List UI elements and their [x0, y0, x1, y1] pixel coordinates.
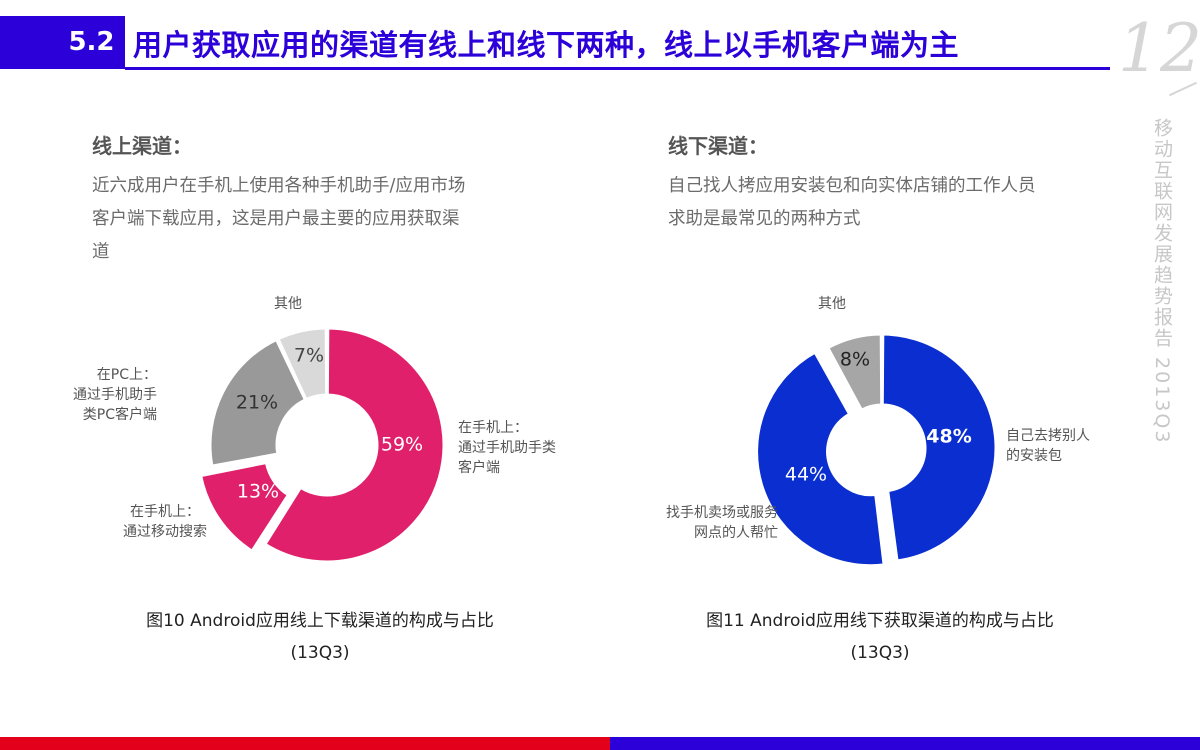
- slice-value-label: 44%: [785, 464, 827, 486]
- header-accent-bar: [0, 16, 125, 69]
- offline-description: 自己找人拷应用安装包和向实体店铺的工作人员 求助是最常见的两种方式: [668, 170, 1128, 236]
- page-title: 用户获取应用的渠道有线上和线下两种，线上以手机客户端为主: [133, 28, 960, 62]
- slice-value-label: 8%: [840, 349, 870, 371]
- donut-slice: [208, 337, 308, 468]
- online-chart-caption: 图10 Android应用线上下载渠道的构成与占比 (13Q3): [60, 605, 580, 669]
- donut-slice: [755, 350, 886, 568]
- slice-category-label: 在手机上：通过移动搜索: [123, 504, 207, 540]
- slice-value-label: 21%: [236, 392, 278, 414]
- page-number: 12: [1118, 10, 1200, 87]
- slice-category-label: 找手机卖场或服务网点的人帮忙: [666, 505, 778, 541]
- footer-red-bar: [0, 737, 610, 750]
- slice-category-label: 在PC上：通过手机助手类PC客户端: [73, 367, 157, 423]
- online-channel-donut-chart: 59% 在手机上：通过手机助手类客户端 13% 在手机上：通过移动搜索 21% 在PC上：…: [73, 296, 556, 564]
- caption-line: (13Q3): [290, 643, 350, 663]
- offline-chart-caption: 图11 Android应用线下获取渠道的构成与占比 (13Q3): [620, 605, 1140, 669]
- online-desc-line: 客户端下载应用，这是用户最主要的应用获取渠: [92, 209, 460, 229]
- slice-category-label: 其他: [274, 296, 302, 312]
- footer-blue-bar: [610, 737, 1200, 750]
- online-description: 近六成用户在手机上使用各种手机助手/应用市场 客户端下载应用，这是用户最主要的应…: [92, 170, 552, 269]
- caption-line: 图10 Android应用线上下载渠道的构成与占比: [146, 611, 494, 631]
- offline-channel-donut-chart: 48% 自己去拷别人的安装包 44% 找手机卖场或服务网点的人帮忙 8% 其他: [666, 296, 1090, 568]
- online-heading: 线上渠道：: [92, 134, 192, 158]
- offline-desc-line: 自己找人拷应用安装包和向实体店铺的工作人员: [668, 176, 1036, 196]
- slice-value-label: 48%: [926, 426, 971, 448]
- slice-value-label: 59%: [381, 434, 423, 456]
- caption-line: (13Q3): [850, 643, 910, 663]
- slice-value-label: 13%: [237, 481, 279, 503]
- slice-category-label: 其他: [818, 296, 846, 312]
- online-desc-line: 近六成用户在手机上使用各种手机助手/应用市场: [92, 176, 466, 196]
- slice-value-label: 7%: [294, 345, 324, 367]
- offline-desc-line: 求助是最常见的两种方式: [668, 209, 861, 229]
- donut-slice: [880, 332, 998, 563]
- donut-slice: [275, 326, 329, 402]
- online-desc-line: 道: [92, 242, 110, 262]
- title-underline: [125, 67, 1110, 70]
- caption-line: 图11 Android应用线下获取渠道的构成与占比: [706, 611, 1054, 631]
- slice-category-label: 自己去拷别人的安装包: [1006, 428, 1090, 464]
- report-name: 移动互联网发展趋势报告 2013Q3: [1151, 118, 1173, 445]
- donut-slice: [825, 332, 884, 413]
- slice-category-label: 在手机上：通过手机助手类客户端: [458, 420, 556, 476]
- offline-heading: 线下渠道：: [668, 134, 768, 158]
- donut-slice: [262, 326, 446, 564]
- donut-slice: [198, 460, 291, 554]
- section-number: 5.2: [68, 27, 115, 57]
